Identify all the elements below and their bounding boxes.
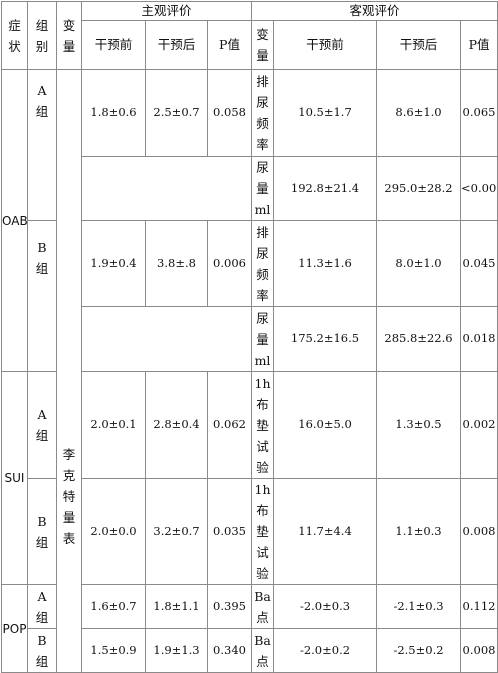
symptom-sui: SUI (1, 371, 28, 585)
cell-sui-a-sub-before: 2.0±0.1 (81, 371, 146, 479)
header-sub-after: 干预后 (145, 20, 208, 70)
cell-sui-b-obj-before: 11.7±4.4 (273, 478, 378, 585)
cell-sui-b-obj-after: 1.1±0.3 (376, 478, 462, 585)
variable-ba-point: Ba 点 (251, 584, 275, 629)
variable-urine-volume-b: 尿量 ml (251, 306, 275, 372)
header-obj-variable: 变量 (251, 20, 275, 70)
cell-oab-b-sub-after: 3.8±.8 (145, 220, 208, 307)
cell-sui-a-sub-after: 2.8±0.4 (145, 371, 208, 479)
header-obj-p: P值 (460, 20, 498, 70)
cell-sui-a-obj-after: 1.3±0.5 (376, 371, 462, 479)
header-symptom: 症状 (1, 1, 28, 70)
header-group: 组别 (27, 1, 57, 70)
cell-oab-b-sub-p: 0.006 (206, 220, 253, 307)
header-obj-before: 干预前 (273, 20, 378, 70)
cell-oab-b-freq-before: 11.3±1.6 (273, 220, 378, 307)
header-variable: 变量 (56, 1, 82, 70)
cell-oab-a-sub-after: 2.5±0.7 (145, 69, 208, 157)
symptom-pop: POP (1, 584, 28, 673)
header-obj-after: 干预后 (376, 20, 462, 70)
cell-sui-b-sub-after: 3.2±0.7 (145, 478, 208, 585)
cell-pop-a-obj-after: -2.1±0.3 (376, 584, 462, 629)
cell-sui-b-obj-p: 0.008 (460, 478, 498, 585)
variable-pad-test: 1h 布垫试验 (251, 371, 275, 479)
cell-pop-a-sub-after: 1.8±1.1 (145, 584, 208, 629)
cell-oab-b-sub-empty (80, 306, 253, 372)
cell-oab-b-vol-before: 175.2±16.5 (273, 306, 378, 372)
header-objective: 客观评价 (251, 1, 498, 21)
cell-sui-a-obj-before: 16.0±5.0 (273, 371, 378, 479)
cell-oab-a-sub-empty (80, 156, 253, 221)
cell-oab-b-freq-p: 0.045 (460, 220, 498, 307)
variable-urine-volume: 尿量 ml (251, 156, 275, 221)
variable-ba-point-b: Ba 点 (251, 628, 275, 673)
cell-pop-a-obj-before: -2.0±0.3 (273, 584, 378, 629)
cell-oab-b-sub-before: 1.9±0.4 (81, 220, 146, 307)
variable-urination-frequency: 排尿频率 (251, 69, 275, 157)
cell-oab-a-vol-after: 295.0±28.2 (376, 156, 462, 221)
cell-pop-a-obj-p: 0.112 (460, 584, 498, 629)
header-subjective: 主观评价 (80, 1, 253, 21)
cell-pop-a-sub-before: 1.6±0.7 (81, 584, 146, 629)
variable-urination-frequency-b: 排尿频率 (251, 220, 275, 307)
cell-oab-a-freq-after: 8.6±1.0 (376, 69, 462, 157)
cell-oab-a-vol-p: <0.001 (460, 156, 498, 221)
cell-oab-a-vol-before: 192.8±21.4 (273, 156, 378, 221)
cell-sui-a-obj-p: 0.002 (460, 371, 498, 479)
cell-sui-a-sub-p: 0.062 (206, 371, 253, 479)
symptom-oab: OAB (1, 69, 28, 372)
cell-oab-a-sub-p: 0.058 (206, 69, 253, 157)
cell-sui-b-sub-p: 0.035 (206, 478, 253, 585)
cell-oab-a-freq-p: 0.065 (460, 69, 498, 157)
cell-oab-b-vol-after: 285.8±22.6 (376, 306, 462, 372)
header-sub-before: 干预前 (81, 20, 146, 70)
header-sub-p: P值 (206, 20, 253, 70)
cell-oab-a-sub-before: 1.8±0.6 (81, 69, 146, 157)
cell-oab-b-freq-after: 8.0±1.0 (376, 220, 462, 307)
subjective-variable: 李克特量表 (56, 69, 82, 673)
cell-sui-b-sub-before: 2.0±0.0 (81, 478, 146, 585)
variable-pad-test-b: 1h 布垫试验 (251, 478, 275, 585)
cell-pop-a-sub-p: 0.395 (206, 584, 253, 629)
cell-oab-a-freq-before: 10.5±1.7 (273, 69, 378, 157)
cell-oab-b-vol-p: 0.018 (460, 306, 498, 372)
